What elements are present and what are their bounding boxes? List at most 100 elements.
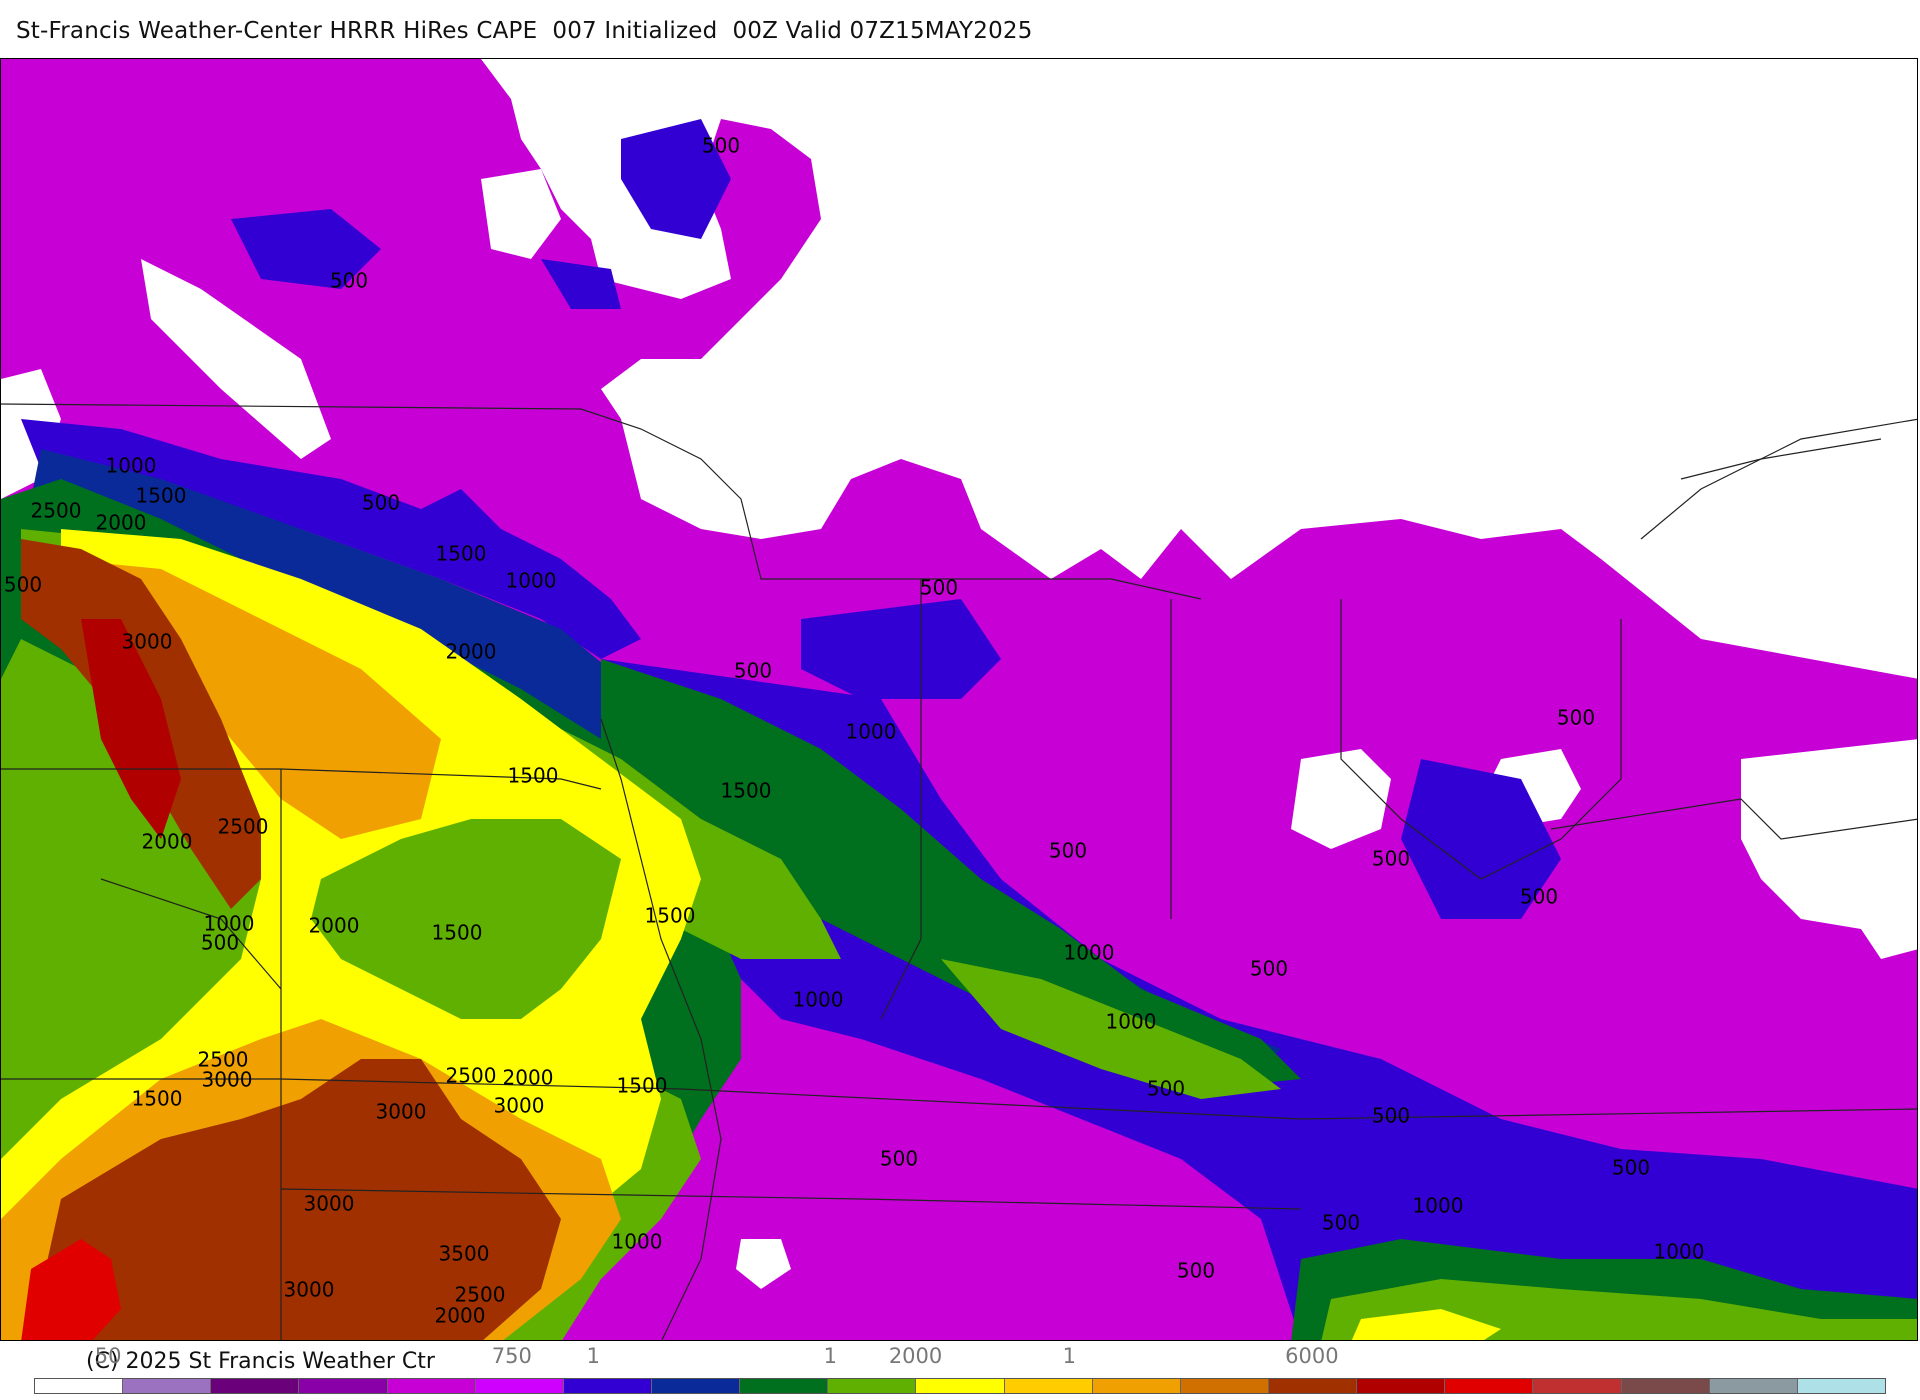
contour-label: 2500 (446, 1064, 497, 1088)
border-ne-coast-2 (1680, 438, 1882, 480)
colorbar-swatch (563, 1379, 652, 1393)
contour-label: 2000 (435, 1304, 486, 1328)
colorbar-swatch (1357, 1379, 1446, 1393)
contour-label: 1000 (506, 569, 557, 593)
contour-label: 1500 (136, 484, 187, 508)
colorbar (34, 1378, 1886, 1394)
cape-500-region-ne-lake (541, 259, 621, 309)
boundary-lines (1, 403, 1917, 1340)
contour-label: 500 (1177, 1259, 1215, 1283)
colorbar-tick-label: 750 (491, 1344, 532, 1368)
contour-label: 2000 (309, 914, 360, 938)
contour-label: 2500 (198, 1048, 249, 1072)
contour-label: 500 (330, 269, 368, 293)
contour-label: 1000 (1413, 1194, 1464, 1218)
colorbar-swatch (211, 1379, 300, 1393)
contour-label: 3000 (376, 1100, 427, 1124)
cape-3500-region-red (21, 1239, 121, 1340)
colorbar-swatch (299, 1379, 388, 1393)
contour-label: 2000 (503, 1066, 554, 1090)
border-sw (100, 878, 282, 990)
contour-label: 1000 (1654, 1240, 1705, 1264)
contour-label: 500 (1049, 839, 1087, 863)
contour-label: 1000 (612, 1230, 663, 1254)
colorbar-tick-label: 2000 (888, 1344, 943, 1368)
border-mississippi (600, 718, 722, 1340)
colorbar-swatch (740, 1379, 829, 1393)
chart-title: St-Francis Weather-Center HRRR HiRes CAP… (16, 18, 1033, 44)
no-cape-region-north (481, 59, 1917, 679)
contour-label: 1000 (106, 454, 157, 478)
cape-1500-region-mid (941, 959, 1281, 1099)
contour-label: 3000 (202, 1068, 253, 1092)
contour-label: 1500 (132, 1087, 183, 1111)
colorbar-swatch (828, 1379, 917, 1393)
state-border-north (1, 403, 1202, 600)
cape-3500-region-dark-red (81, 619, 181, 839)
colorbar-swatch (1268, 1379, 1358, 1393)
colorbar-swatch (387, 1379, 476, 1393)
colorbar-swatch (1004, 1379, 1093, 1393)
cape-2000-region-se (1351, 1309, 1501, 1340)
cape-500-region-nw (231, 209, 381, 289)
colorbar-swatch (1180, 1379, 1269, 1393)
contour-label: 3000 (304, 1192, 355, 1216)
contour-label: 500 (1147, 1077, 1185, 1101)
contour-label: 3000 (494, 1094, 545, 1118)
colorbar-swatch (1709, 1379, 1798, 1393)
cape-500-region-east (1401, 759, 1561, 919)
border-great-lakes (1340, 599, 1622, 880)
colorbar-swatch (1621, 1379, 1710, 1393)
colorbar-swatch (1445, 1379, 1534, 1393)
contour-label: 1000 (1064, 941, 1115, 965)
cape-1000-region-south-green (601, 659, 1301, 1089)
colorbar-tick-label: 6000 (1285, 1344, 1339, 1368)
colorbar-swatch (123, 1379, 212, 1393)
contour-label: 1500 (645, 904, 696, 928)
contour-label: 500 (920, 576, 958, 600)
contour-label: 1500 (432, 921, 483, 945)
contour-label: 3000 (122, 630, 173, 654)
colorbar-swatch (1797, 1379, 1885, 1393)
contour-label: 500 (702, 134, 740, 158)
cape-500-region-west (21, 419, 641, 659)
state-border-central (1, 768, 602, 790)
contour-label: 1500 (617, 1074, 668, 1098)
contour-label: 1500 (508, 764, 559, 788)
colorbar-tick-label: 1 (586, 1344, 600, 1368)
cape-500-region-central (801, 599, 1001, 699)
contour-label: 2500 (455, 1283, 506, 1307)
colorbar-tick-label: 50 (94, 1344, 122, 1368)
contour-label: 1000 (793, 988, 844, 1012)
no-cape-lake-winnipeg (141, 259, 331, 459)
contour-label: 500 (1520, 885, 1558, 909)
no-cape-lake-erie (1291, 749, 1391, 849)
border-vertical-center (880, 579, 922, 1020)
contour-label: 3000 (284, 1278, 335, 1302)
cape-1500-interior (311, 819, 621, 1019)
cape-map: 500 500 500 1000 1500 2500 2000 500 1500 1000 3000… (0, 58, 1918, 1341)
contour-label: 3500 (439, 1242, 490, 1266)
border-ne-coast (1640, 418, 1917, 540)
no-cape-region-east (1741, 739, 1917, 959)
colorbar-tick-label: 1 (823, 1344, 838, 1368)
contour-label: 500 (734, 659, 772, 683)
cape-500-region-north (621, 119, 731, 239)
copyright-text: (C) 2025 St Francis Weather Ctr (86, 1349, 435, 1374)
contour-label: 2500 (218, 815, 269, 839)
colorbar-swatch (35, 1379, 124, 1393)
contour-label: 500 (362, 491, 400, 515)
contour-label: 500 (1250, 957, 1288, 981)
contour-label: 1000 (846, 720, 897, 744)
contour-label: 500 (1322, 1211, 1360, 1235)
cape-500-band (601, 659, 1917, 1340)
contour-label: 500 (1372, 847, 1410, 871)
contour-label: 1000 (204, 912, 255, 936)
colorbar-swatch (475, 1379, 564, 1393)
contour-label: 500 (880, 1147, 918, 1171)
contour-label: 2000 (446, 640, 497, 664)
colorbar-swatch (1092, 1379, 1181, 1393)
state-border-south (1, 1078, 1917, 1120)
contour-label: 500 (1372, 1104, 1410, 1128)
